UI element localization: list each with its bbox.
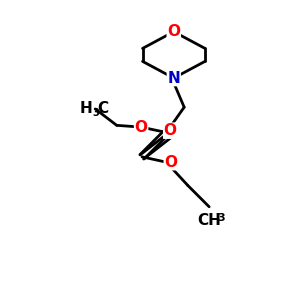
Text: C: C (98, 101, 109, 116)
Text: 3: 3 (218, 213, 225, 223)
Text: N: N (167, 70, 180, 86)
Text: H: H (80, 101, 92, 116)
Text: O: O (164, 123, 177, 138)
Text: O: O (135, 120, 148, 135)
Text: O: O (164, 155, 177, 170)
Text: 3: 3 (92, 108, 99, 118)
Text: O: O (167, 24, 180, 39)
Text: CH: CH (197, 213, 221, 228)
